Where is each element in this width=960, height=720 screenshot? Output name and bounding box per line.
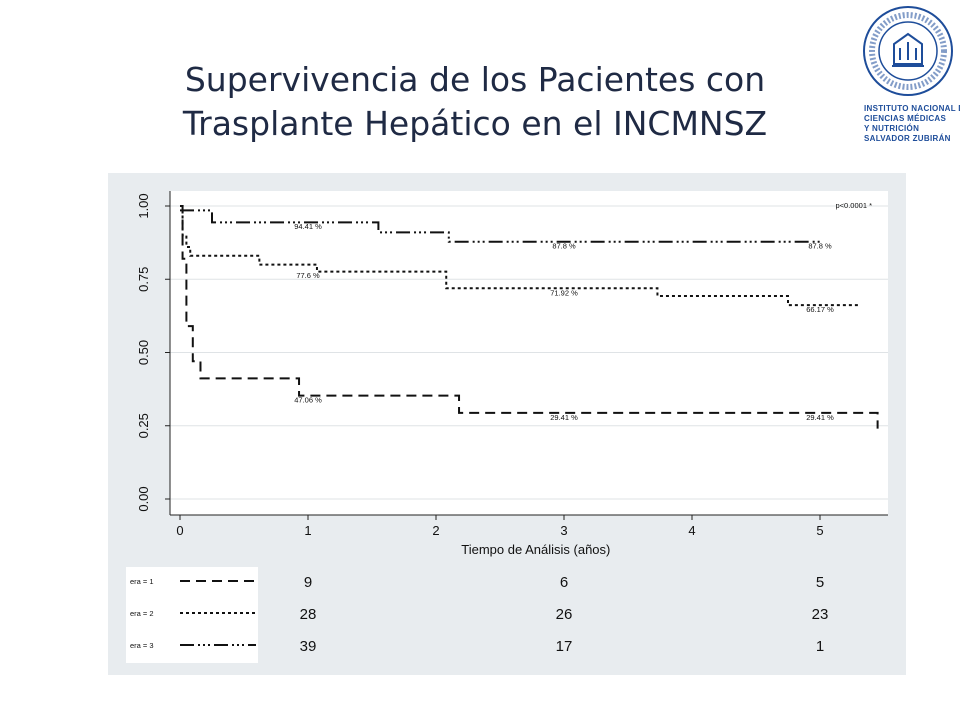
survival-percent-label: 66.17 % — [806, 305, 834, 314]
institute-name: INSTITUTO NACIONAL DE CIENCIAS MÉDICAS Y… — [864, 104, 960, 144]
institute-name-line-4: SALVADOR ZUBIRÁN — [864, 134, 951, 143]
risk-table-count: 23 — [812, 606, 829, 623]
risk-table-count: 9 — [304, 574, 312, 591]
risk-table-legend-box — [126, 567, 258, 663]
slide-title-line-2: Trasplante Hepático en el INCMNSZ — [182, 104, 768, 143]
survival-percent-label: 29.41 % — [550, 413, 578, 422]
risk-table-count: 6 — [560, 574, 568, 591]
survival-percent-label: 47.06 % — [294, 395, 322, 404]
institute-name-line-1: INSTITUTO NACIONAL DE — [864, 104, 960, 113]
institute-name-line-2: CIENCIAS MÉDICAS — [864, 114, 947, 123]
slide-title-line-1: Supervivencia de los Pacientes con — [184, 60, 766, 99]
survival-percent-label: 94.41 % — [294, 222, 322, 231]
x-tick-label: 4 — [688, 523, 695, 538]
x-tick-label: 3 — [560, 523, 567, 538]
risk-table-count: 28 — [300, 606, 317, 623]
y-tick-label: 0.25 — [136, 413, 151, 438]
x-tick-label: 2 — [432, 523, 439, 538]
institute-seal — [863, 6, 953, 96]
y-tick-label: 0.50 — [136, 340, 151, 365]
risk-table-count: 1 — [816, 638, 824, 655]
risk-table-row-label: era = 1 — [130, 577, 154, 586]
survival-curve-era-3 — [180, 209, 820, 243]
survival-percent-label: 29.41 % — [806, 413, 834, 422]
y-tick-label: 0.75 — [136, 267, 151, 292]
risk-table-count: 26 — [556, 606, 573, 623]
x-tick-label: 5 — [816, 523, 823, 538]
p-value-annotation: p<0.0001 * — [836, 201, 873, 210]
risk-table-row-label: era = 2 — [130, 609, 154, 618]
y-tick-label: 1.00 — [136, 193, 151, 218]
survival-curve-era-1 — [180, 205, 879, 429]
risk-table-count: 5 — [816, 574, 824, 591]
y-tick-label: 0.00 — [136, 486, 151, 511]
risk-table-count: 39 — [300, 638, 317, 655]
survival-percent-label: 77.6 % — [296, 271, 320, 280]
risk-table-row-label: era = 3 — [130, 641, 154, 650]
slide-title: Supervivencia de los Pacientes con Trasp… — [150, 58, 800, 146]
x-tick-label: 0 — [176, 523, 183, 538]
survival-percent-label: 87.8 % — [552, 241, 576, 250]
x-axis-title: Tiempo de Análisis (años) — [461, 542, 610, 557]
institute-name-line-3: Y NUTRICIÓN — [864, 124, 920, 133]
x-tick-label: 1 — [304, 523, 311, 538]
institute-logo: INSTITUTO NACIONAL DE CIENCIAS MÉDICAS Y… — [862, 4, 960, 144]
survival-percent-label: 87.8 % — [808, 241, 832, 250]
risk-table-count: 17 — [556, 638, 573, 655]
survival-percent-label: 71.92 % — [550, 288, 578, 297]
survival-curve-era-2 — [180, 205, 859, 307]
